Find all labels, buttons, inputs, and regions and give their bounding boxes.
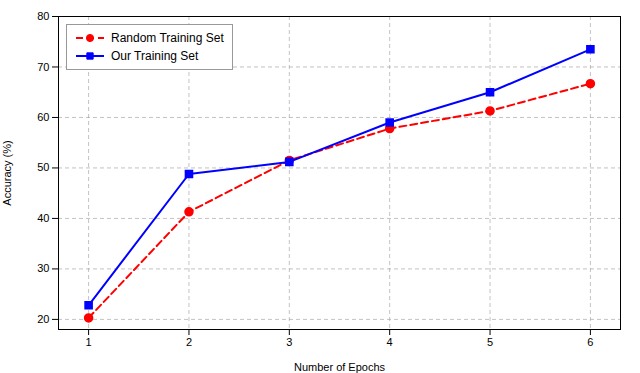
svg-text:80: 80 (37, 10, 49, 22)
svg-text:40: 40 (37, 212, 49, 224)
svg-text:3: 3 (286, 336, 292, 348)
html-text:Our Training Set: Our Training Set (111, 49, 199, 63)
svg-text:1: 1 (86, 336, 92, 348)
svg-text:4: 4 (387, 336, 393, 348)
svg-text:30: 30 (37, 262, 49, 274)
svg-text:70: 70 (37, 61, 49, 73)
html-text:Random Training Set: Random Training Set (111, 31, 224, 45)
svg-text:60: 60 (37, 111, 49, 123)
svg-text:Number of Epochs: Number of Epochs (294, 361, 386, 373)
svg-text:5: 5 (487, 336, 493, 348)
svg-text:6: 6 (587, 336, 593, 348)
svg-text:50: 50 (37, 161, 49, 173)
svg-text:Accuracy (%): Accuracy (%) (1, 140, 13, 205)
svg-text:2: 2 (186, 336, 192, 348)
svg-text:20: 20 (37, 313, 49, 325)
